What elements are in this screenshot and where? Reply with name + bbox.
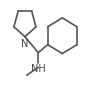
Text: N: N xyxy=(21,39,29,49)
Text: NH: NH xyxy=(31,64,46,74)
